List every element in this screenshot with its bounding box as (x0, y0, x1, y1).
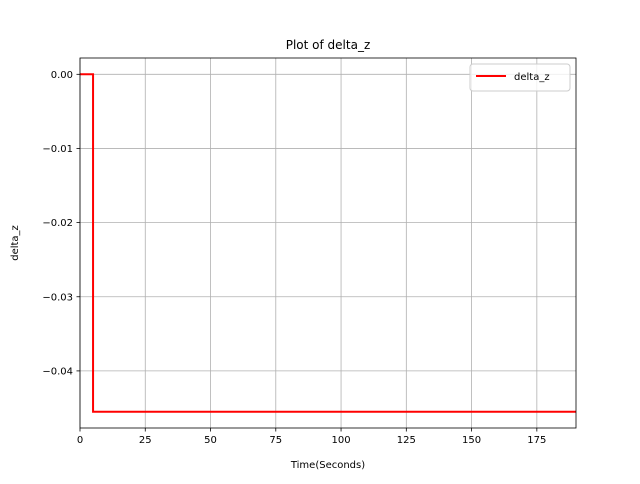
x-axis-label: Time(Seconds) (290, 460, 365, 471)
grid (79, 58, 576, 428)
series-layer (80, 73, 576, 413)
chart-title: Plot of delta_z (286, 38, 371, 52)
y-tick-label: −0.02 (42, 218, 73, 229)
y-tick-label: −0.03 (42, 292, 73, 303)
series-line-delta_z (80, 73, 576, 413)
x-tick-label: 100 (332, 435, 351, 446)
legend-box (469, 63, 571, 92)
y-axis-label: delta_z (10, 225, 21, 261)
legend: delta_z (469, 63, 571, 92)
x-tick-label: 150 (462, 435, 481, 446)
x-tick-label: 0 (77, 435, 83, 446)
legend-label: delta_z (514, 72, 550, 83)
y-tick-label: 0.00 (51, 70, 73, 81)
x-tick-label: 125 (397, 435, 416, 446)
x-axis-ticks: 0 25 50 75 100 125 150 175 (77, 428, 546, 446)
y-tick-label: −0.01 (42, 144, 73, 155)
x-tick-label: 75 (269, 435, 282, 446)
x-tick-label: 175 (527, 435, 546, 446)
x-tick-label: 25 (139, 435, 152, 446)
y-tick-label: −0.04 (42, 366, 73, 377)
plot-frame (79, 57, 577, 429)
x-tick-label: 50 (204, 435, 217, 446)
y-axis-ticks: 0.00 −0.01 −0.02 −0.03 −0.04 (42, 70, 80, 377)
